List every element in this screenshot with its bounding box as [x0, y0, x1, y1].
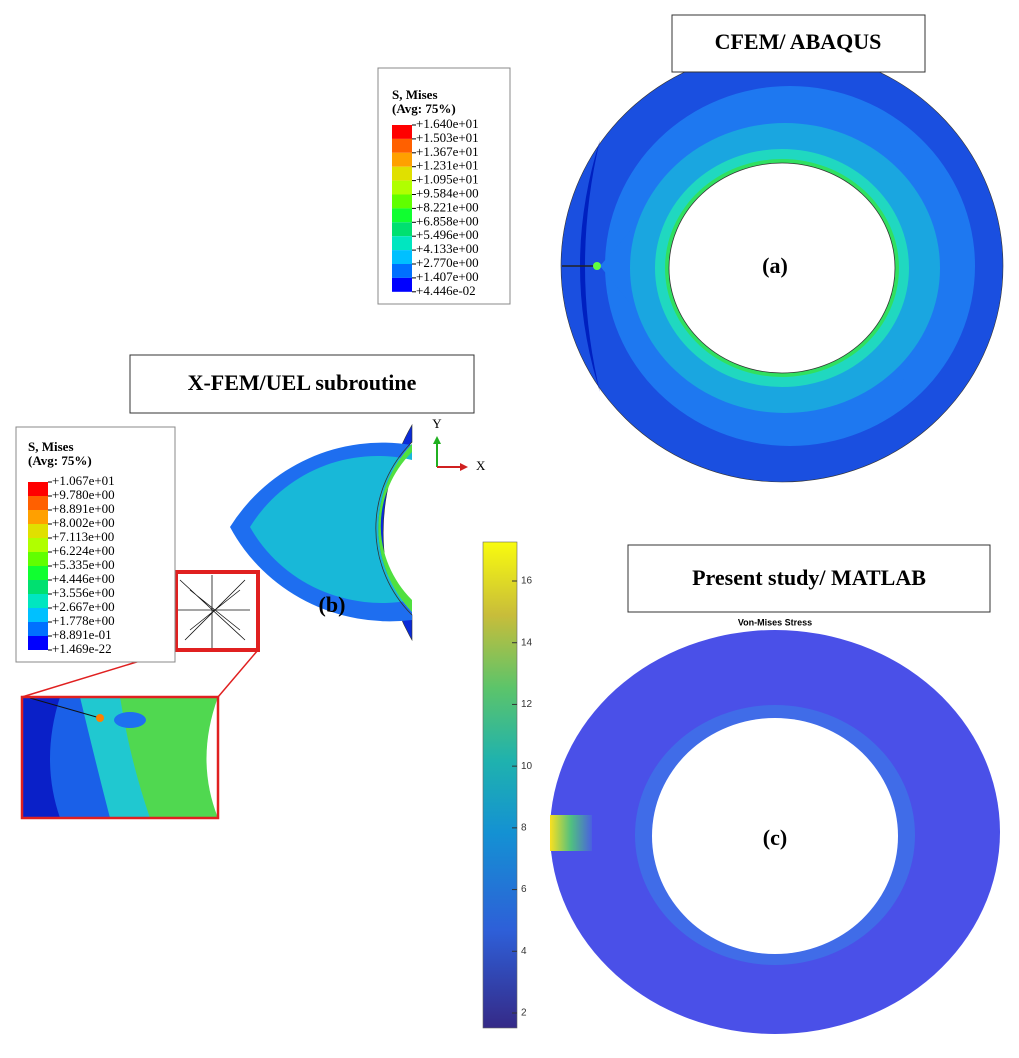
legend-entry: +2.770e+00	[416, 255, 479, 270]
legend-swatch	[28, 622, 48, 636]
legend-swatch	[392, 264, 412, 278]
panel-title: X-FEM/UEL subroutine	[188, 370, 417, 395]
legend-swatch	[392, 125, 412, 139]
legend-entry: +8.221e+00	[416, 199, 479, 214]
axis-label: Y	[432, 416, 442, 431]
legend-entry: +1.067e+01	[52, 473, 115, 488]
legend-entry: +5.335e+00	[52, 557, 115, 572]
colorbar-tick-label: 16	[521, 576, 533, 587]
legend-swatch	[392, 153, 412, 167]
panel-title: Present study/ MATLAB	[692, 565, 926, 590]
colorbar-tick-label: 10	[521, 761, 533, 772]
colorbar-tick-label: 2	[521, 1008, 527, 1019]
legend-swatch	[392, 195, 412, 209]
legend-entry: +8.002e+00	[52, 515, 115, 530]
plot-title: Von-Mises Stress	[738, 617, 812, 627]
mesh-cluster	[178, 575, 250, 648]
legend-swatch	[28, 496, 48, 510]
legend-entry: +9.584e+00	[416, 185, 479, 200]
legend-entry: +6.858e+00	[416, 213, 479, 228]
colorbar-tick-label: 8	[521, 822, 527, 833]
legend-swatch	[28, 594, 48, 608]
axis-label: X	[476, 458, 486, 473]
legend-subtitle: (Avg: 75%)	[28, 453, 92, 468]
legend-entry: +3.556e+00	[52, 585, 115, 600]
panel-title: CFEM/ ABAQUS	[715, 29, 882, 54]
legend-entry: +1.095e+01	[416, 172, 479, 187]
legend-entry: +2.667e+00	[52, 599, 115, 614]
legend-entry: +8.891e+00	[52, 501, 115, 516]
legend-entry: +1.367e+01	[416, 144, 479, 159]
legend-swatch	[28, 482, 48, 496]
legend-entry: +6.224e+00	[52, 543, 115, 558]
hot-spot	[550, 815, 592, 851]
colorbar	[483, 542, 517, 1028]
arrowhead	[433, 436, 441, 444]
legend-swatch	[28, 552, 48, 566]
legend-swatch	[392, 167, 412, 181]
band	[250, 444, 412, 612]
legend-swatch	[392, 181, 412, 195]
legend-swatch	[392, 250, 412, 264]
legend-entry: +4.133e+00	[416, 241, 479, 256]
crack-tip	[96, 714, 104, 722]
legend-swatch	[28, 608, 48, 622]
colorbar-tick-label: 14	[521, 637, 533, 648]
legend-swatch	[28, 636, 48, 650]
legend-swatch	[392, 222, 412, 236]
legend-entry: +1.640e+01	[416, 116, 479, 131]
legend-entry: +1.231e+01	[416, 158, 479, 173]
panel-label: (c)	[763, 825, 787, 850]
band	[114, 712, 146, 728]
panel-c: 2 4 6 8 10 12 14 16 Present study/ MATLAB Von-M…	[483, 542, 1000, 1034]
legend-title: S, Mises	[392, 87, 438, 102]
zoom-line	[218, 650, 258, 697]
legend-swatch	[28, 566, 48, 580]
legend-entry: +7.113e+00	[52, 529, 114, 544]
legend-entry: +1.469e-22	[52, 641, 112, 656]
figure: CFEM/ ABAQUS (a) S, Mises(Avg: 75%)+1.64…	[0, 0, 1019, 1058]
legend-swatch	[28, 510, 48, 524]
colorbar-tick-label: 4	[521, 946, 527, 957]
legend-swatch	[392, 236, 412, 250]
legend-entry: +1.778e+00	[52, 613, 115, 628]
legend-swatch	[28, 580, 48, 594]
legend-title: S, Mises	[28, 439, 74, 454]
legend-entry: +4.446e-02	[416, 283, 476, 298]
legend-entry: +1.407e+00	[416, 269, 479, 284]
legend-entry: +4.446e+00	[52, 571, 115, 586]
crack-tip	[593, 262, 601, 270]
panel-label: (a)	[762, 253, 788, 278]
arrowhead	[460, 463, 468, 471]
legend-swatch	[28, 538, 48, 552]
zoom-box	[176, 572, 258, 650]
panel-label: (b)	[319, 592, 346, 617]
colorbar-tick-label: 6	[521, 884, 527, 895]
panel-b: X-FEM/UEL subroutine (b) S, Mises(Avg: 7…	[16, 355, 486, 818]
legend-swatch	[392, 139, 412, 153]
legend-swatch	[392, 208, 412, 222]
legend-swatch	[392, 278, 412, 292]
legend-entry: +8.891e-01	[52, 627, 112, 642]
legend-entry: +9.780e+00	[52, 487, 115, 502]
legend-entry: +5.496e+00	[416, 227, 479, 242]
legend-subtitle: (Avg: 75%)	[392, 101, 456, 116]
legend-swatch	[28, 524, 48, 538]
legend-entry: +1.503e+01	[416, 130, 479, 145]
colorbar-tick-label: 12	[521, 699, 533, 710]
